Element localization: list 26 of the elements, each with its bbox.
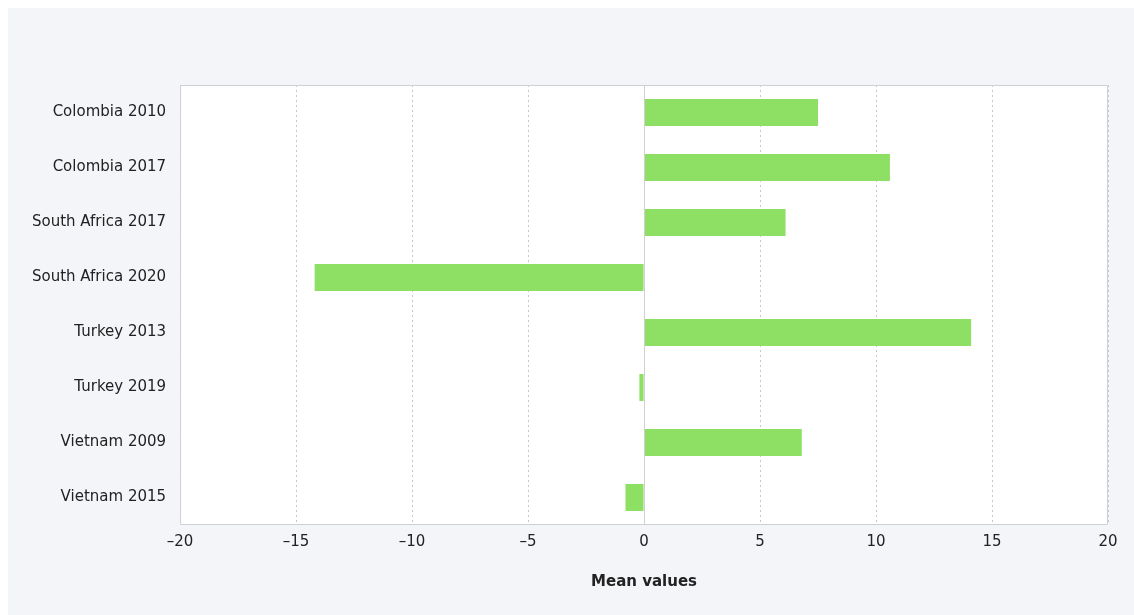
- y-tick-label: South Africa 2017: [31, 212, 167, 231]
- x-tick-label: 5: [755, 531, 765, 550]
- x-tick-label: 20: [1098, 531, 1118, 550]
- y-tick-label: Vietnam 2009: [60, 432, 167, 451]
- x-tick-label: 0: [639, 531, 649, 550]
- bar: [314, 264, 644, 291]
- x-tick-label: –15: [282, 531, 310, 550]
- y-tick-label: Turkey 2013: [73, 322, 167, 341]
- bar: [644, 429, 802, 456]
- bar: [644, 209, 786, 236]
- x-axis-title: Mean values: [591, 571, 698, 590]
- x-tick-label: –10: [398, 531, 426, 550]
- x-tick-label: –20: [166, 531, 194, 550]
- y-tick-label: Turkey 2019: [73, 377, 167, 396]
- bar: [639, 374, 644, 401]
- bar: [644, 319, 972, 346]
- bar: [644, 99, 819, 126]
- bar: [644, 154, 890, 181]
- y-tick-label: Vietnam 2015: [60, 487, 167, 506]
- x-tick-label: 15: [982, 531, 1002, 550]
- bar: [625, 484, 644, 511]
- x-tick-label: 10: [866, 531, 886, 550]
- y-tick-label: South Africa 2020: [31, 267, 167, 286]
- y-tick-label: Colombia 2017: [52, 157, 167, 176]
- y-tick-label: Colombia 2010: [52, 102, 167, 121]
- x-tick-label: –5: [519, 531, 537, 550]
